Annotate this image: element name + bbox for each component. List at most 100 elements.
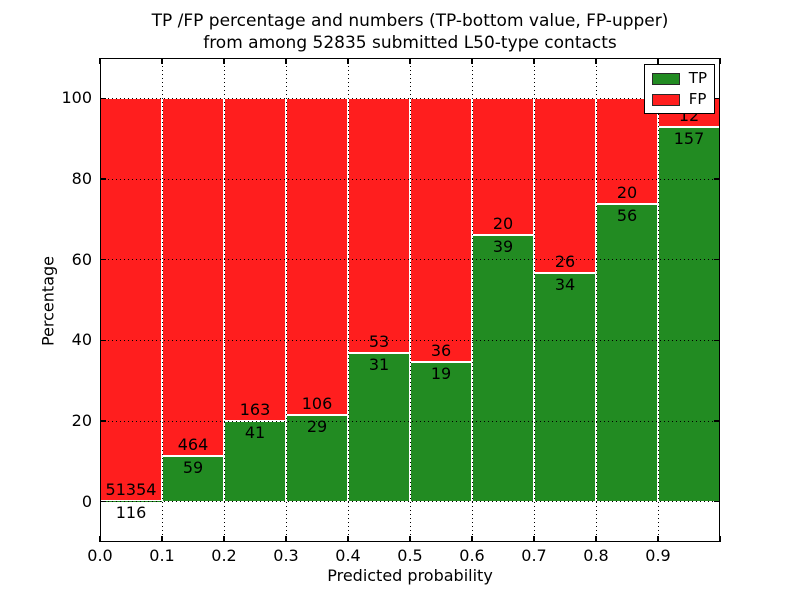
bar-count-fp-0: 51354 (105, 479, 157, 499)
gridline-x-0.2 (223, 58, 225, 542)
x-tickmark-bottom-7 (533, 536, 535, 542)
bar-fp-segment-8 (596, 98, 658, 205)
x-axis-label: Predicted probability (327, 566, 493, 585)
x-tickmark-bottom-10 (719, 536, 721, 542)
chart-title-line1: TP /FP percentage and numbers (TP-bottom… (151, 11, 669, 31)
y-tick-label-80: 80 (71, 169, 92, 188)
gridline-x-0.3 (285, 58, 287, 542)
x-tickmark-top-1 (161, 58, 163, 64)
y-tickmark-left-80 (100, 178, 106, 180)
x-tickmark-bottom-2 (223, 536, 225, 542)
y-tick-label-60: 60 (71, 249, 92, 269)
y-tickmark-left-100 (100, 97, 106, 100)
x-tick-label-0.3: 0.3 (273, 546, 299, 565)
bar-count-fp-7: 26 (554, 252, 576, 272)
x-tick-label-0.7: 0.7 (521, 546, 547, 565)
bar-count-tp-5: 19 (430, 364, 452, 384)
bar-tp-segment-3 (286, 415, 348, 502)
x-tickmark-top-0 (99, 58, 101, 64)
y-tick-label-100: 100 (61, 88, 92, 108)
bar-fp-segment-1 (162, 98, 224, 457)
bar-tp-segment-9 (658, 126, 720, 502)
plot-area: 51354 116 464 59 163 41 106 29 53 31 36 19 20 39 26 34 2… (99, 58, 721, 542)
gridline-x-0.4 (347, 58, 349, 542)
x-tickmark-bottom-1 (161, 536, 163, 542)
bar-count-tp-0: 116 (115, 502, 147, 522)
legend-label-fp: FP (688, 90, 707, 108)
x-tickmark-top-4 (347, 58, 349, 64)
gridline-y-60 (100, 259, 720, 261)
bar-count-fp-5: 36 (430, 341, 452, 361)
bar-count-tp-4: 31 (368, 354, 390, 374)
bar-count-fp-1: 464 (177, 435, 209, 455)
bar-count-tp-9: 157 (673, 128, 705, 148)
bar-count-tp-1: 59 (182, 458, 204, 478)
bar-count-tp-7: 34 (554, 275, 576, 295)
bar-tp-segment-4 (348, 352, 410, 502)
legend-row-tp: TP (651, 71, 707, 86)
gridline-x-0.1 (161, 58, 163, 542)
x-tick-label-0.8: 0.8 (583, 546, 609, 565)
bar-tp-segment-6 (472, 235, 534, 502)
y-tickmark-right-40 (714, 339, 720, 342)
legend: TP FP (643, 64, 715, 114)
x-tickmark-bottom-5 (409, 536, 411, 542)
legend-swatch-tp-icon (651, 72, 680, 85)
bar-tp-segment-5 (410, 362, 472, 502)
y-tick-label-40: 40 (71, 330, 92, 350)
bar-fp-segment-4 (348, 98, 410, 353)
y-tick-label-20: 20 (71, 411, 92, 430)
bar-count-tp-8: 56 (616, 206, 638, 226)
gridline-y-0 (100, 501, 720, 503)
x-tickmark-top-9 (657, 58, 659, 64)
x-tickmark-top-3 (285, 58, 287, 64)
x-tickmark-bottom-4 (347, 536, 349, 542)
y-tickmark-left-0 (100, 500, 106, 503)
gridline-x-0.5 (409, 58, 411, 542)
y-tickmark-left-40 (100, 339, 106, 342)
gridline-y-100 (100, 97, 720, 99)
bar-fp-segment-3 (286, 98, 348, 416)
x-tick-label-0.5: 0.5 (397, 546, 423, 565)
bar-count-fp-6: 20 (492, 214, 514, 234)
bar-fp-segment-0 (100, 98, 162, 501)
x-tick-label-0.0: 0.0 (87, 546, 113, 565)
gridline-x-0.7 (533, 58, 535, 542)
x-tickmark-top-8 (595, 58, 597, 64)
x-tick-label-0.6: 0.6 (459, 546, 485, 565)
bar-tp-segment-8 (596, 204, 658, 502)
x-tick-label-0.2: 0.2 (211, 546, 237, 565)
y-tick-label-0: 0 (81, 491, 92, 511)
x-tickmark-top-5 (409, 58, 411, 64)
bar-count-tp-3: 29 (306, 417, 328, 437)
x-tickmark-top-10 (719, 58, 721, 64)
chart-title-line2: from among 52835 submitted L50-type cont… (203, 33, 617, 53)
x-tickmark-bottom-6 (471, 536, 473, 542)
x-tickmark-top-2 (223, 58, 225, 64)
x-tickmark-top-7 (533, 58, 535, 64)
bar-count-fp-8: 20 (616, 183, 638, 203)
legend-row-fp: FP (651, 90, 707, 108)
bar-count-fp-2: 163 (239, 399, 271, 419)
bar-fp-segment-5 (410, 98, 472, 363)
gridline-y-80 (100, 178, 720, 180)
bar-fp-segment-6 (472, 98, 534, 236)
y-tickmark-left-60 (100, 258, 106, 261)
bar-tp-segment-7 (534, 273, 596, 502)
legend-swatch-fp-icon (651, 93, 680, 106)
bar-count-fp-3: 106 (301, 394, 333, 414)
bar-fp-segment-7 (534, 98, 596, 274)
y-tickmark-right-0 (714, 500, 720, 503)
x-tickmark-top-6 (471, 58, 473, 64)
x-tickmark-bottom-9 (657, 536, 659, 542)
y-tickmark-right-60 (714, 258, 720, 261)
y-tickmark-right-20 (714, 420, 720, 422)
y-tickmark-right-80 (714, 178, 720, 180)
x-tick-label-0.4: 0.4 (335, 546, 361, 565)
y-tickmark-left-20 (100, 420, 106, 422)
gridline-y-20 (100, 420, 720, 422)
gridline-x-0.8 (595, 58, 597, 542)
gridline-y-40 (100, 339, 720, 341)
x-tick-label-0.1: 0.1 (149, 546, 175, 565)
bar-count-fp-4: 53 (368, 331, 390, 351)
